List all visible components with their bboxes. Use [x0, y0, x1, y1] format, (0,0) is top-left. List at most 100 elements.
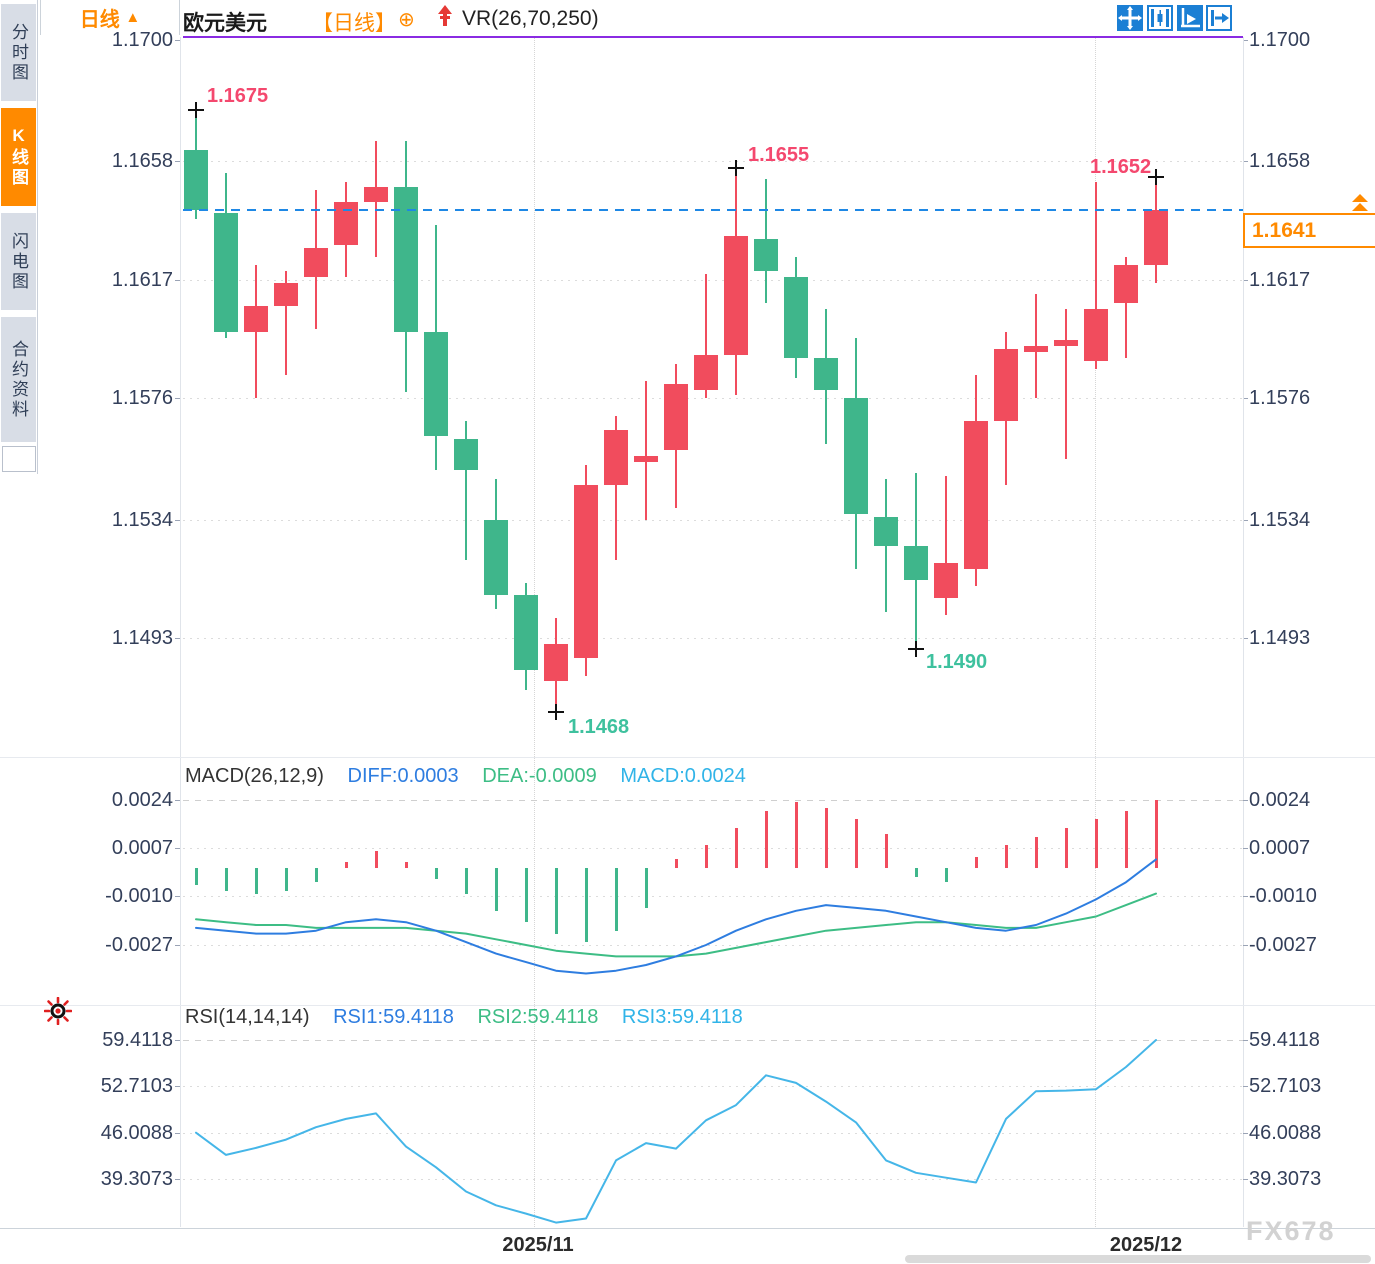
axis-tick: [175, 800, 180, 801]
sidebar-item-label: 闪电图: [9, 231, 28, 292]
macd-histogram-bar: [1035, 836, 1038, 868]
axis-tick: [175, 280, 180, 281]
axis-tick: [1243, 280, 1248, 281]
candle-body: [1144, 210, 1168, 266]
auto-scroll-icon[interactable]: [1177, 5, 1203, 31]
y-axis-label-left: 1.1658: [111, 150, 173, 172]
axis-range-icon[interactable]: [1147, 5, 1173, 31]
y-axis-label-right: 1.1700: [1249, 29, 1311, 51]
x-axis-date-november: 2025/11: [502, 1234, 574, 1256]
axis-tick: [1243, 40, 1248, 41]
price-gridline: [183, 398, 1243, 399]
symbol-title: 欧元美元: [183, 12, 267, 35]
period-selector[interactable]: 日线 ▲: [40, 0, 180, 35]
add-indicator-icon[interactable]: ⊕: [398, 9, 415, 31]
macd-histogram-bar: [585, 867, 588, 943]
axis-tick: [175, 1133, 180, 1134]
sidebar-item-label: K线图: [9, 126, 28, 188]
macd-histogram-bar: [285, 867, 288, 891]
indicator-settings-icon[interactable]: [43, 996, 73, 1026]
candle-body: [484, 519, 508, 595]
horizontal-scrollbar[interactable]: [905, 1255, 1371, 1263]
candle-body: [664, 383, 688, 451]
macd-gridline: [183, 945, 1243, 946]
axis-tick: [175, 161, 180, 162]
price-gridline: [183, 280, 1243, 281]
y-axis-label-left: -0.0010: [105, 885, 173, 907]
panel-separator: [0, 1005, 1375, 1006]
candle-body: [184, 149, 208, 211]
sidebar: 分时图 K线图 闪电图 合约资料: [0, 0, 38, 474]
macd-histogram-bar: [1005, 845, 1008, 868]
axis-tick: [175, 896, 180, 897]
candle-wick: [945, 476, 947, 615]
axis-tick: [1243, 848, 1248, 849]
macd-gridline: [183, 800, 1243, 801]
candle-wick: [465, 421, 467, 560]
candle-body: [604, 430, 628, 485]
sidebar-item-label: 分时图: [9, 22, 28, 83]
macd-histogram-bar: [1125, 810, 1128, 868]
macd-histogram-bar: [465, 867, 468, 894]
extreme-marker: [188, 102, 204, 119]
y-axis-label-right: 1.1576: [1249, 387, 1311, 409]
price-gridline: [183, 520, 1243, 521]
axis-tick: [175, 945, 180, 946]
y-axis-label-right: -0.0010: [1249, 885, 1317, 907]
candle-wick: [645, 380, 647, 520]
macd-histogram-bar: [405, 862, 408, 868]
candle-body: [454, 438, 478, 471]
macd-histogram-bar: [1065, 828, 1068, 868]
axis-tick: [1243, 520, 1248, 521]
axis-tick: [1243, 1133, 1248, 1134]
axis-tick: [175, 1179, 180, 1180]
candle-wick: [1065, 308, 1067, 459]
y-axis-label-left: 1.1617: [111, 269, 173, 291]
candle-body: [424, 331, 448, 436]
jump-latest-icon[interactable]: [1206, 5, 1232, 31]
candle-body: [1024, 346, 1048, 352]
y-axis-label-right: 1.1658: [1249, 150, 1311, 172]
period-label: 日线: [79, 9, 120, 31]
macd-histogram-bar: [855, 819, 858, 868]
macd-histogram-bar: [765, 810, 768, 868]
sidebar-item-lightning-chart[interactable]: 闪电图: [1, 213, 36, 310]
plot-left-border: [180, 37, 181, 1227]
macd-histogram-bar: [555, 867, 558, 934]
price-annotation-high: 1.1675: [207, 85, 269, 107]
y-axis-label-left: 52.7103: [100, 1075, 173, 1097]
macd-histogram-bar: [435, 867, 438, 880]
macd-histogram-bar: [885, 833, 888, 868]
fx678-watermark: FX678: [1246, 1216, 1336, 1246]
candle-body: [1054, 340, 1078, 347]
extreme-marker: [1148, 168, 1164, 185]
macd-histogram-bar: [375, 850, 378, 868]
rsi2-value: RSI2:59.4118: [477, 1006, 599, 1028]
candle-body: [544, 643, 568, 682]
macd-histogram-bar: [945, 867, 948, 883]
macd-histogram-bar: [645, 867, 648, 908]
axis-tick: [1243, 1086, 1248, 1087]
price-annotation-high: 1.1655: [748, 144, 810, 166]
axis-tick: [1243, 161, 1248, 162]
move-icon[interactable]: [1117, 5, 1143, 31]
rsi-header: RSI(14,14,14) RSI1:59.4118 RSI2:59.4118 …: [185, 1006, 761, 1029]
axis-tick: [175, 848, 180, 849]
axis-tick: [1243, 638, 1248, 639]
axis-tick: [175, 1086, 180, 1087]
macd-histogram-bar: [1155, 799, 1158, 868]
candle-body: [784, 276, 808, 358]
y-axis-label-right: 1.1534: [1249, 509, 1311, 531]
sidebar-item-contract-info[interactable]: 合约资料: [1, 317, 36, 442]
y-axis-label-left: 59.4118: [102, 1029, 173, 1051]
y-axis-label-right: 0.0024: [1249, 789, 1311, 811]
macd-histogram-bar: [675, 859, 678, 868]
period-arrow-icon: ▲: [125, 9, 141, 26]
candle-body: [364, 187, 388, 202]
candle-body: [934, 562, 958, 598]
sidebar-item-timeshare-chart[interactable]: 分时图: [1, 4, 36, 101]
sidebar-item-kline-chart[interactable]: K线图: [1, 108, 36, 206]
rsi-gridline: [183, 1133, 1243, 1134]
